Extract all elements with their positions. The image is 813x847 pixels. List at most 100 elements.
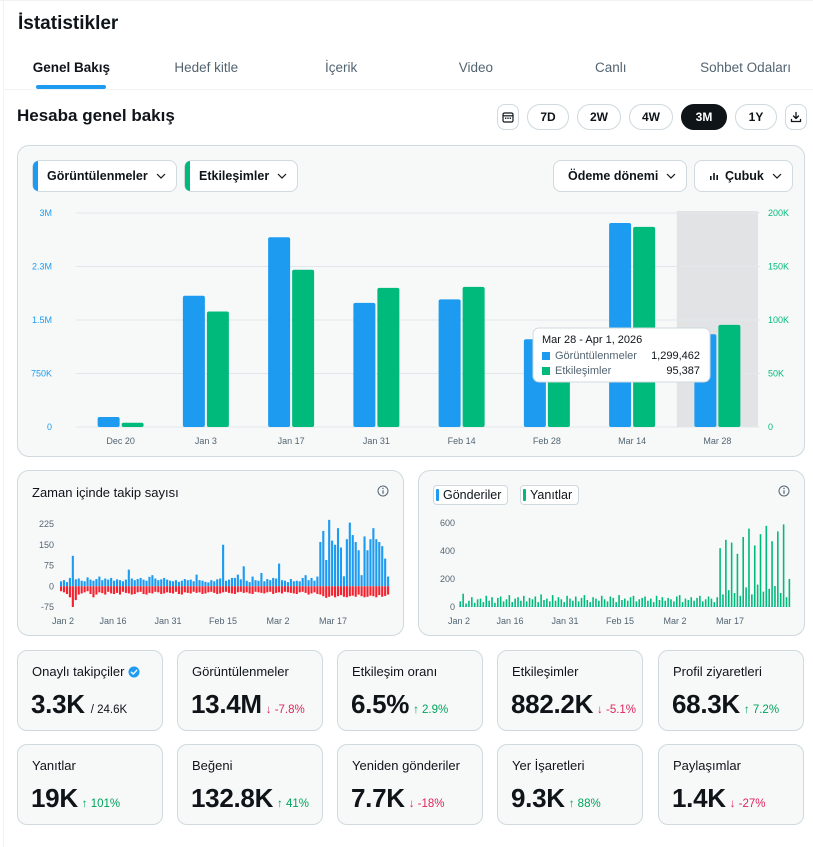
- follower-loss-bar: [110, 586, 113, 594]
- follower-loss-bar: [322, 586, 325, 597]
- yanit-bar: [753, 545, 756, 607]
- card-value: 6.5% ↑ 2.9%: [351, 689, 448, 720]
- overview-title: Hesaba genel bakış: [17, 106, 175, 125]
- x-tick-label: Jan 2: [448, 616, 470, 626]
- card-value-text: 9.3K: [511, 783, 565, 813]
- card-value: 882.2K ↓ -5.1%: [511, 689, 636, 720]
- overview-bar-chart[interactable]: 0 750K 1.5M 2.3M 3M 0 50K 100K 150K 200K Dec 20 Jan…: [18, 146, 804, 456]
- yanit-bar: [644, 596, 646, 607]
- yanit-bar: [658, 600, 661, 607]
- card-engagements[interactable]: Etkileşimler 882.2K ↓ -5.1%: [497, 650, 643, 731]
- follower-loss-bar: [381, 586, 384, 597]
- tab-label: Video: [458, 60, 494, 75]
- legend-gonderiler[interactable]: Gönderiler: [433, 485, 509, 505]
- follower-gain-bar: [263, 581, 266, 587]
- gonderi-bar: [531, 606, 533, 607]
- yanit-bar: [687, 600, 690, 607]
- legend-yanitlar[interactable]: Yanıtlar: [520, 485, 580, 505]
- follower-gain-bar: [157, 580, 160, 587]
- follower-loss-bar: [310, 586, 313, 594]
- legend-yanitlar-label: Yanıtlar: [530, 488, 573, 502]
- follower-loss-bar: [130, 586, 133, 595]
- tab-canli[interactable]: Canlı: [543, 46, 678, 89]
- range-2w-button[interactable]: 2W: [577, 104, 621, 130]
- follower-loss-bar: [354, 586, 357, 597]
- follower-loss-bar: [295, 586, 298, 594]
- yanit-bar: [473, 602, 476, 607]
- follower-gain-bar: [319, 541, 322, 587]
- card-bookmarks[interactable]: Yer İşaretleri 9.3K ↑ 88%: [497, 744, 643, 825]
- tab-hedef-kitle[interactable]: Hedef kitle: [139, 46, 274, 89]
- follower-loss-bar: [216, 586, 219, 594]
- y-left-tick-label: 2.3M: [32, 262, 52, 272]
- metric1-label: Görüntülenmeler: [47, 169, 148, 183]
- follower-gain-bar: [180, 580, 183, 587]
- yanit-bar: [782, 524, 785, 607]
- yanit-bar: [505, 599, 508, 607]
- yanit-bar: [710, 598, 713, 607]
- follower-chart-title: Zaman içinde takip sayısı: [32, 485, 179, 500]
- tab-video[interactable]: Video: [408, 46, 543, 89]
- info-icon[interactable]: [778, 485, 790, 497]
- card-reposts[interactable]: Yeniden gönderiler 7.7K ↓ -18%: [337, 744, 483, 825]
- yanit-bar: [765, 525, 768, 607]
- tab-genel-bakis[interactable]: Genel Bakış: [4, 46, 139, 89]
- yanit-bar: [667, 597, 669, 607]
- card-label: Yeniden gönderiler: [352, 758, 460, 773]
- follower-gain-bar: [110, 577, 113, 587]
- yanit-bar: [586, 600, 589, 607]
- follower-loss-bar: [139, 586, 142, 592]
- follower-gain-bar: [342, 576, 345, 587]
- metric1-dropdown[interactable]: Görüntülenmeler: [32, 160, 177, 192]
- date-range-selector: 7D 2W 4W 3M 1Y: [497, 104, 807, 130]
- follower-loss-bar: [304, 586, 307, 593]
- card-likes[interactable]: Beğeni 132.8K ↑ 41%: [177, 744, 323, 825]
- yanit-bar: [779, 593, 782, 607]
- card-delta: ↑ 41%: [277, 798, 310, 810]
- follower-loss-bar: [345, 586, 348, 598]
- yanit-bar: [577, 601, 580, 607]
- card-shares[interactable]: Paylaşımlar 1.4K ↓ -27%: [658, 744, 804, 825]
- follower-gain-bar: [118, 580, 122, 587]
- range-7d-button[interactable]: 7D: [527, 104, 569, 130]
- calendar-button[interactable]: [497, 104, 519, 130]
- follower-gain-bar: [334, 544, 337, 587]
- range-1y-button[interactable]: 1Y: [735, 104, 777, 130]
- period-dropdown[interactable]: Ödeme dönemi: [553, 160, 688, 192]
- yanit-bar: [655, 595, 658, 607]
- yanit-bar: [675, 596, 678, 607]
- range-4w-button[interactable]: 4W: [629, 104, 673, 130]
- tab-icerik[interactable]: İçerik: [274, 46, 409, 89]
- follower-loss-bar: [339, 586, 343, 596]
- follower-gain-bar: [289, 579, 292, 587]
- yanit-bar: [678, 595, 681, 607]
- follower-loss-bar: [177, 586, 180, 594]
- info-icon[interactable]: [377, 485, 389, 497]
- follower-loss-bar: [307, 586, 310, 595]
- yanit-bar: [748, 528, 750, 607]
- range-3m-button[interactable]: 3M: [681, 104, 727, 130]
- card-replies[interactable]: Yanıtlar 19K ↑ 101%: [17, 744, 163, 825]
- y-tick-label: 200: [440, 574, 455, 584]
- card-verified-followers[interactable]: Onaylı takipçiler 3.3K / 24.6K: [17, 650, 163, 731]
- follower-bar-chart[interactable]: -75 0 75 150 225 Jan 2 Jan 16 Jan 31 Feb 15 Mar 2…: [18, 471, 403, 635]
- tooltip-box: [532, 327, 711, 383]
- card-engagement-rate[interactable]: Etkileşim oranı 6.5% ↑ 2.9%: [337, 650, 483, 731]
- card-value-text: 3.3K: [31, 689, 85, 719]
- yanit-bar: [647, 600, 649, 607]
- card-views[interactable]: Görüntülenmeler 13.4M ↓ -7.8%: [177, 650, 323, 731]
- follower-gain-bar: [269, 580, 272, 587]
- follower-gain-bar: [328, 519, 331, 587]
- card-delta: ↓ -18%: [408, 798, 445, 810]
- chart-type-dropdown[interactable]: Çubuk: [694, 160, 793, 192]
- y-right-tick-label: 0: [768, 422, 773, 432]
- tab-sohbet-odalari[interactable]: Sohbet Odaları: [678, 46, 813, 89]
- follower-loss-bar: [74, 586, 77, 601]
- metric2-dropdown[interactable]: Etkileşimler: [184, 160, 299, 192]
- yanit-bar: [548, 601, 551, 607]
- y-left-tick-label: 0: [47, 422, 52, 432]
- card-profile-visits[interactable]: Profil ziyaretleri 68.3K ↑ 7.2%: [658, 650, 804, 731]
- posts-bar-chart[interactable]: 0 200 400 600 Jan 2 Jan 16 Jan 31 Feb 15 Mar 2 Ma…: [419, 471, 804, 635]
- download-button[interactable]: [785, 104, 807, 130]
- yanit-bar: [482, 602, 485, 607]
